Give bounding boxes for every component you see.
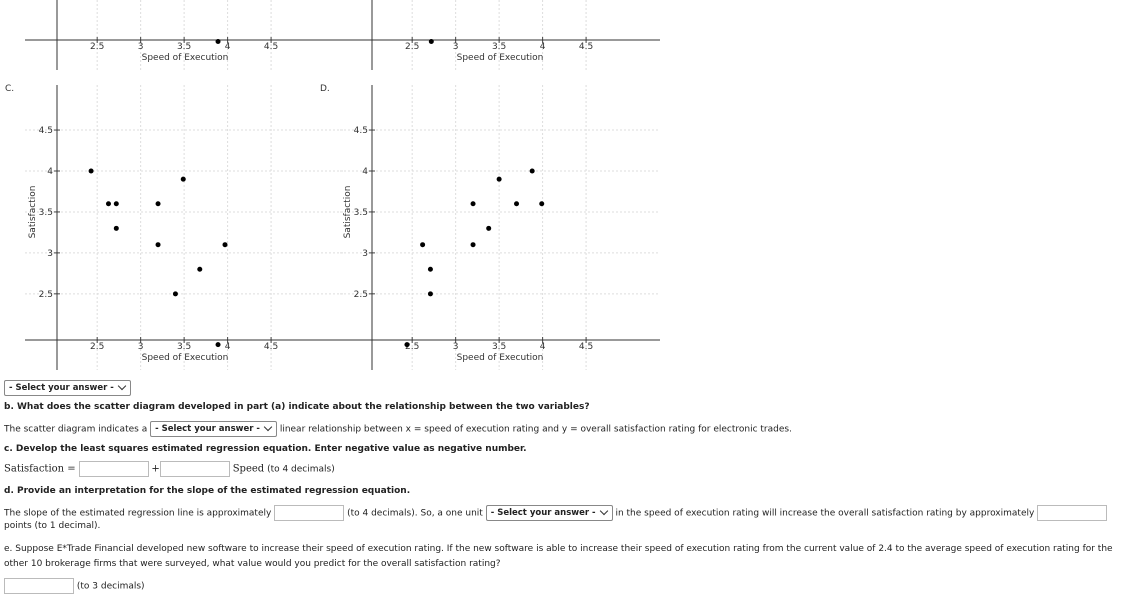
x-tick-label: 3.5: [492, 42, 506, 52]
y-tick-label: 4.5: [354, 126, 368, 136]
input[interactable]: [159, 461, 230, 477]
point: [420, 242, 426, 248]
text: (to 4 decimals): [267, 464, 335, 475]
select-text: - Select your answer -: [490, 508, 596, 518]
y-tick-label: 2.5: [39, 290, 53, 300]
point: [427, 266, 433, 272]
x-tick-label: 4.5: [264, 42, 278, 52]
x-tick-label: 2.5: [90, 42, 104, 52]
x-tick-label: 3: [138, 342, 144, 352]
x-tick-label: 3: [453, 42, 459, 52]
x-axis-label: Speed of Execution: [457, 53, 544, 63]
point: [155, 201, 161, 207]
x-tick-label: 4.5: [264, 342, 278, 352]
point: [113, 225, 119, 231]
text: linear relationship between x = speed of…: [279, 424, 792, 435]
x-tick-label: 2.5: [90, 342, 104, 352]
point: [155, 242, 161, 248]
c-line: Satisfaction = + Speed (to 4 decimals): [4, 461, 335, 477]
y-tick-label: 4: [47, 167, 53, 177]
input[interactable]: [4, 578, 74, 594]
x-tick-label: 4: [225, 42, 231, 52]
point: [88, 168, 94, 174]
point: [514, 201, 520, 207]
point: [180, 176, 186, 182]
point: [197, 266, 203, 272]
point: [427, 291, 433, 297]
text: (to 4 decimals). So, a one unit: [347, 508, 483, 519]
select-text: - Select your answer -: [155, 424, 260, 434]
answer-select[interactable]: - Select your answer -: [150, 421, 277, 437]
x-tick-label: 2.5: [405, 42, 419, 52]
text: (to 3 decimals): [76, 581, 145, 592]
x-axis-label: Speed of Execution: [142, 53, 229, 63]
text: Speed: [232, 463, 265, 475]
input[interactable]: [274, 505, 345, 521]
y-tick-label: 3: [47, 249, 53, 259]
select-text: - Select your answer -: [9, 383, 114, 393]
e-prompt: e. Suppose E*Trade Financial developed n…: [4, 544, 1113, 569]
d-prompt: d. Provide an interpretation for the slo…: [4, 486, 411, 496]
text: in the speed of execution rating will in…: [615, 508, 1035, 519]
d-line: The slope of the estimated regression li…: [4, 505, 1108, 521]
b-prompt: b. What does the scatter diagram develop…: [4, 402, 590, 412]
x-tick-label: 3.5: [492, 342, 506, 352]
y-tick-label: 3.5: [39, 208, 53, 218]
point: [470, 201, 476, 207]
x-tick-label: 3: [138, 42, 144, 52]
answer-select[interactable]: - Select your answer -: [485, 505, 613, 521]
point: [215, 39, 221, 45]
point: [539, 201, 545, 207]
y-tick-label: 3.5: [354, 208, 368, 218]
y-tick-label: 4: [362, 167, 368, 177]
point: [470, 242, 476, 248]
point: [529, 168, 535, 174]
b-line: The scatter diagram indicates a - Select…: [4, 421, 792, 437]
point: [486, 225, 492, 231]
point: [105, 201, 111, 207]
d-end: points (to 1 decimal).: [4, 521, 101, 531]
point: [215, 342, 221, 348]
x-tick-label: 4: [540, 42, 546, 52]
point: [496, 176, 502, 182]
point: [222, 242, 228, 248]
answer-select[interactable]: - Select your answer -: [4, 380, 131, 396]
e-line: (to 3 decimals): [4, 578, 145, 594]
plot-label: D.: [320, 84, 330, 94]
plots: 2.5 3 3.5 4 4.5 Speed of Execution 2.5 3 3.5 4 4.5…: [5, 0, 660, 370]
point: [404, 342, 410, 348]
x-tick-label: 2.5: [405, 342, 419, 352]
x-tick-label: 4.5: [579, 42, 593, 52]
x-tick-label: 3.5: [177, 342, 191, 352]
text: Satisfaction =: [4, 463, 76, 475]
y-tick-label: 3: [362, 249, 368, 259]
x-axis-label: Speed of Execution: [142, 353, 229, 363]
text: The scatter diagram indicates a: [4, 424, 148, 435]
x-tick-label: 3.5: [177, 42, 191, 52]
point: [428, 39, 434, 45]
c-prompt: c. Develop the least squares estimated r…: [4, 444, 527, 454]
x-tick-label: 4: [540, 342, 546, 352]
plot-label: C.: [5, 84, 14, 94]
x-tick-label: 4.5: [579, 342, 593, 352]
input[interactable]: [78, 461, 149, 477]
y-axis-label: Satisfaction: [343, 186, 353, 239]
y-tick-label: 2.5: [354, 290, 368, 300]
x-tick-label: 3: [453, 342, 459, 352]
x-tick-label: 4: [225, 342, 231, 352]
point: [172, 291, 178, 297]
y-axis-label: Satisfaction: [28, 186, 38, 239]
text: +: [151, 463, 160, 475]
point: [113, 201, 119, 207]
part-a: - Select your answer -: [4, 380, 131, 396]
x-axis-label: Speed of Execution: [457, 353, 544, 363]
input[interactable]: [1037, 505, 1108, 521]
text: The slope of the estimated regression li…: [4, 508, 272, 519]
y-tick-label: 4.5: [39, 126, 53, 136]
